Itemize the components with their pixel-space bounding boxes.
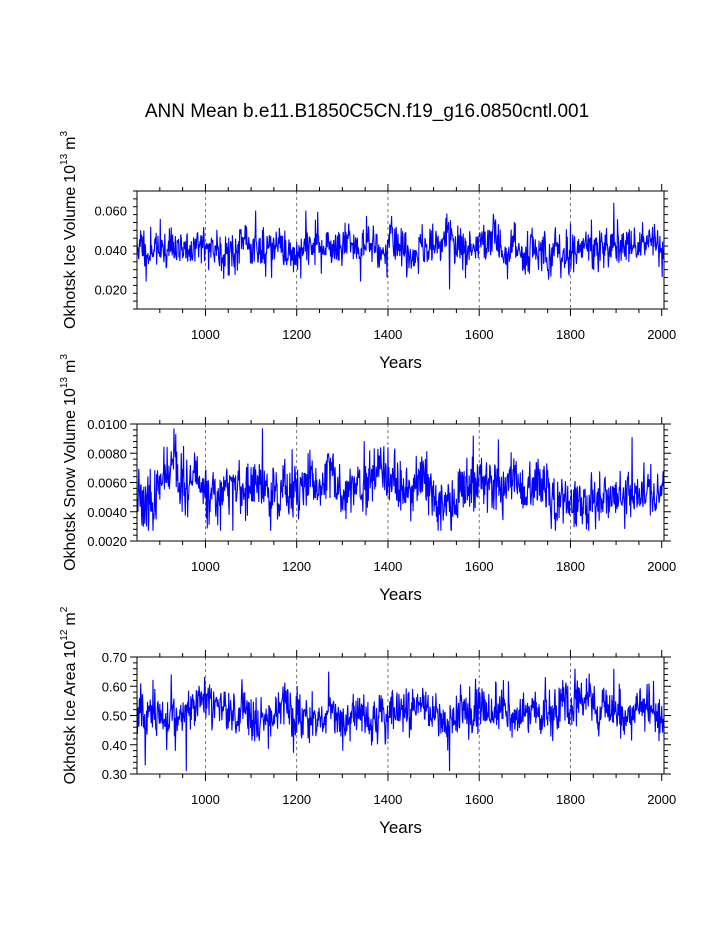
y-tick-label: 0.40 bbox=[102, 738, 127, 753]
x-tick-label: 1400 bbox=[373, 792, 402, 807]
x-tick-label: 1800 bbox=[556, 559, 585, 574]
y-tick-label: 0.0060 bbox=[87, 476, 127, 491]
x-axis-title: Years bbox=[379, 353, 422, 372]
x-tick-label: 1800 bbox=[556, 792, 585, 807]
y-tick-label: 0.0040 bbox=[87, 505, 127, 520]
chart-title: ANN Mean b.e11.B1850C5CN.f19_g16.0850cnt… bbox=[145, 101, 589, 122]
y-axis-unit-exponent: 13 bbox=[59, 377, 70, 389]
y-axis-unit-prefix: 10 bbox=[62, 165, 79, 183]
y-axis-unit-base-exponent: 3 bbox=[59, 354, 70, 360]
x-tick-label: 1000 bbox=[191, 792, 220, 807]
y-tick-label: 0.060 bbox=[94, 204, 127, 219]
plot-frame bbox=[136, 190, 665, 310]
panel-snow-volume: 1000 1200 1400 1600 1800 2000 0.0020 0.0040 0.00… bbox=[59, 354, 676, 604]
x-tick-label: 1000 bbox=[191, 327, 220, 342]
x-tick-label: 1600 bbox=[465, 559, 494, 574]
y-axis-title: Okhotsk Snow Volume 1013 m3 bbox=[59, 354, 79, 571]
y-tick-label: 0.020 bbox=[94, 282, 127, 297]
y-axis-unit-prefix: 10 bbox=[62, 388, 79, 406]
y-axis-unit-base-exponent: 2 bbox=[59, 606, 70, 612]
x-tick-label: 1800 bbox=[556, 327, 585, 342]
y-axis-unit-exponent: 12 bbox=[59, 629, 70, 641]
y-axis-unit-prefix: 10 bbox=[62, 641, 79, 659]
y-axis-title: Okhotsk Ice Volume 1013 m3 bbox=[59, 131, 79, 330]
x-axis-title: Years bbox=[379, 818, 422, 837]
panel-ice-volume: 1000 1200 1400 1600 1800 2000 0.020 0.040 0.060 Y… bbox=[59, 131, 676, 372]
y-axis-label-text: Okhotsk Ice Volume bbox=[62, 187, 79, 329]
y-tick-label: 0.0080 bbox=[87, 446, 127, 461]
y-tick-label: 0.30 bbox=[102, 767, 127, 782]
y-tick-label: 0.50 bbox=[102, 709, 127, 724]
y-axis-label-text: Okhotsk Ice Area bbox=[62, 662, 79, 784]
x-axis-title: Years bbox=[379, 585, 422, 604]
x-tick-label: 1200 bbox=[282, 559, 311, 574]
x-tick-label: 2000 bbox=[647, 559, 676, 574]
x-tick-label: 1400 bbox=[373, 559, 402, 574]
y-axis-unit-exponent: 13 bbox=[59, 153, 70, 165]
y-axis-unit-base: m bbox=[62, 612, 79, 625]
x-tick-label: 2000 bbox=[647, 327, 676, 342]
chart-panels: 1000 1200 1400 1600 1800 2000 0.020 0.040 0.060 Y… bbox=[59, 131, 676, 837]
y-tick-label: 0.60 bbox=[102, 679, 127, 694]
y-axis-label-text: Okhotsk Snow Volume bbox=[62, 410, 79, 571]
x-tick-label: 1000 bbox=[191, 559, 220, 574]
y-axis-unit-base: m bbox=[62, 137, 79, 150]
x-tick-label: 1600 bbox=[465, 327, 494, 342]
panel-ice-area: 1000 1200 1400 1600 1800 2000 0.30 0.40 0.50 0.60… bbox=[59, 606, 676, 837]
y-axis-title: Okhotsk Ice Area 1012 m2 bbox=[59, 606, 79, 784]
x-tick-label: 1200 bbox=[282, 327, 311, 342]
y-tick-label: 0.040 bbox=[94, 243, 127, 258]
x-tick-label: 1200 bbox=[282, 792, 311, 807]
y-tick-label: 0.0100 bbox=[87, 417, 127, 432]
x-tick-label: 2000 bbox=[647, 792, 676, 807]
x-tick-label: 1600 bbox=[465, 792, 494, 807]
series-line bbox=[137, 202, 664, 290]
x-tick-label: 1400 bbox=[373, 327, 402, 342]
y-tick-label: 0.70 bbox=[102, 650, 127, 665]
series-line bbox=[137, 668, 664, 772]
y-tick-label: 0.0020 bbox=[87, 534, 127, 549]
y-axis-unit-base: m bbox=[62, 360, 79, 373]
y-axis-unit-base-exponent: 3 bbox=[59, 131, 70, 137]
series-line bbox=[137, 428, 664, 531]
